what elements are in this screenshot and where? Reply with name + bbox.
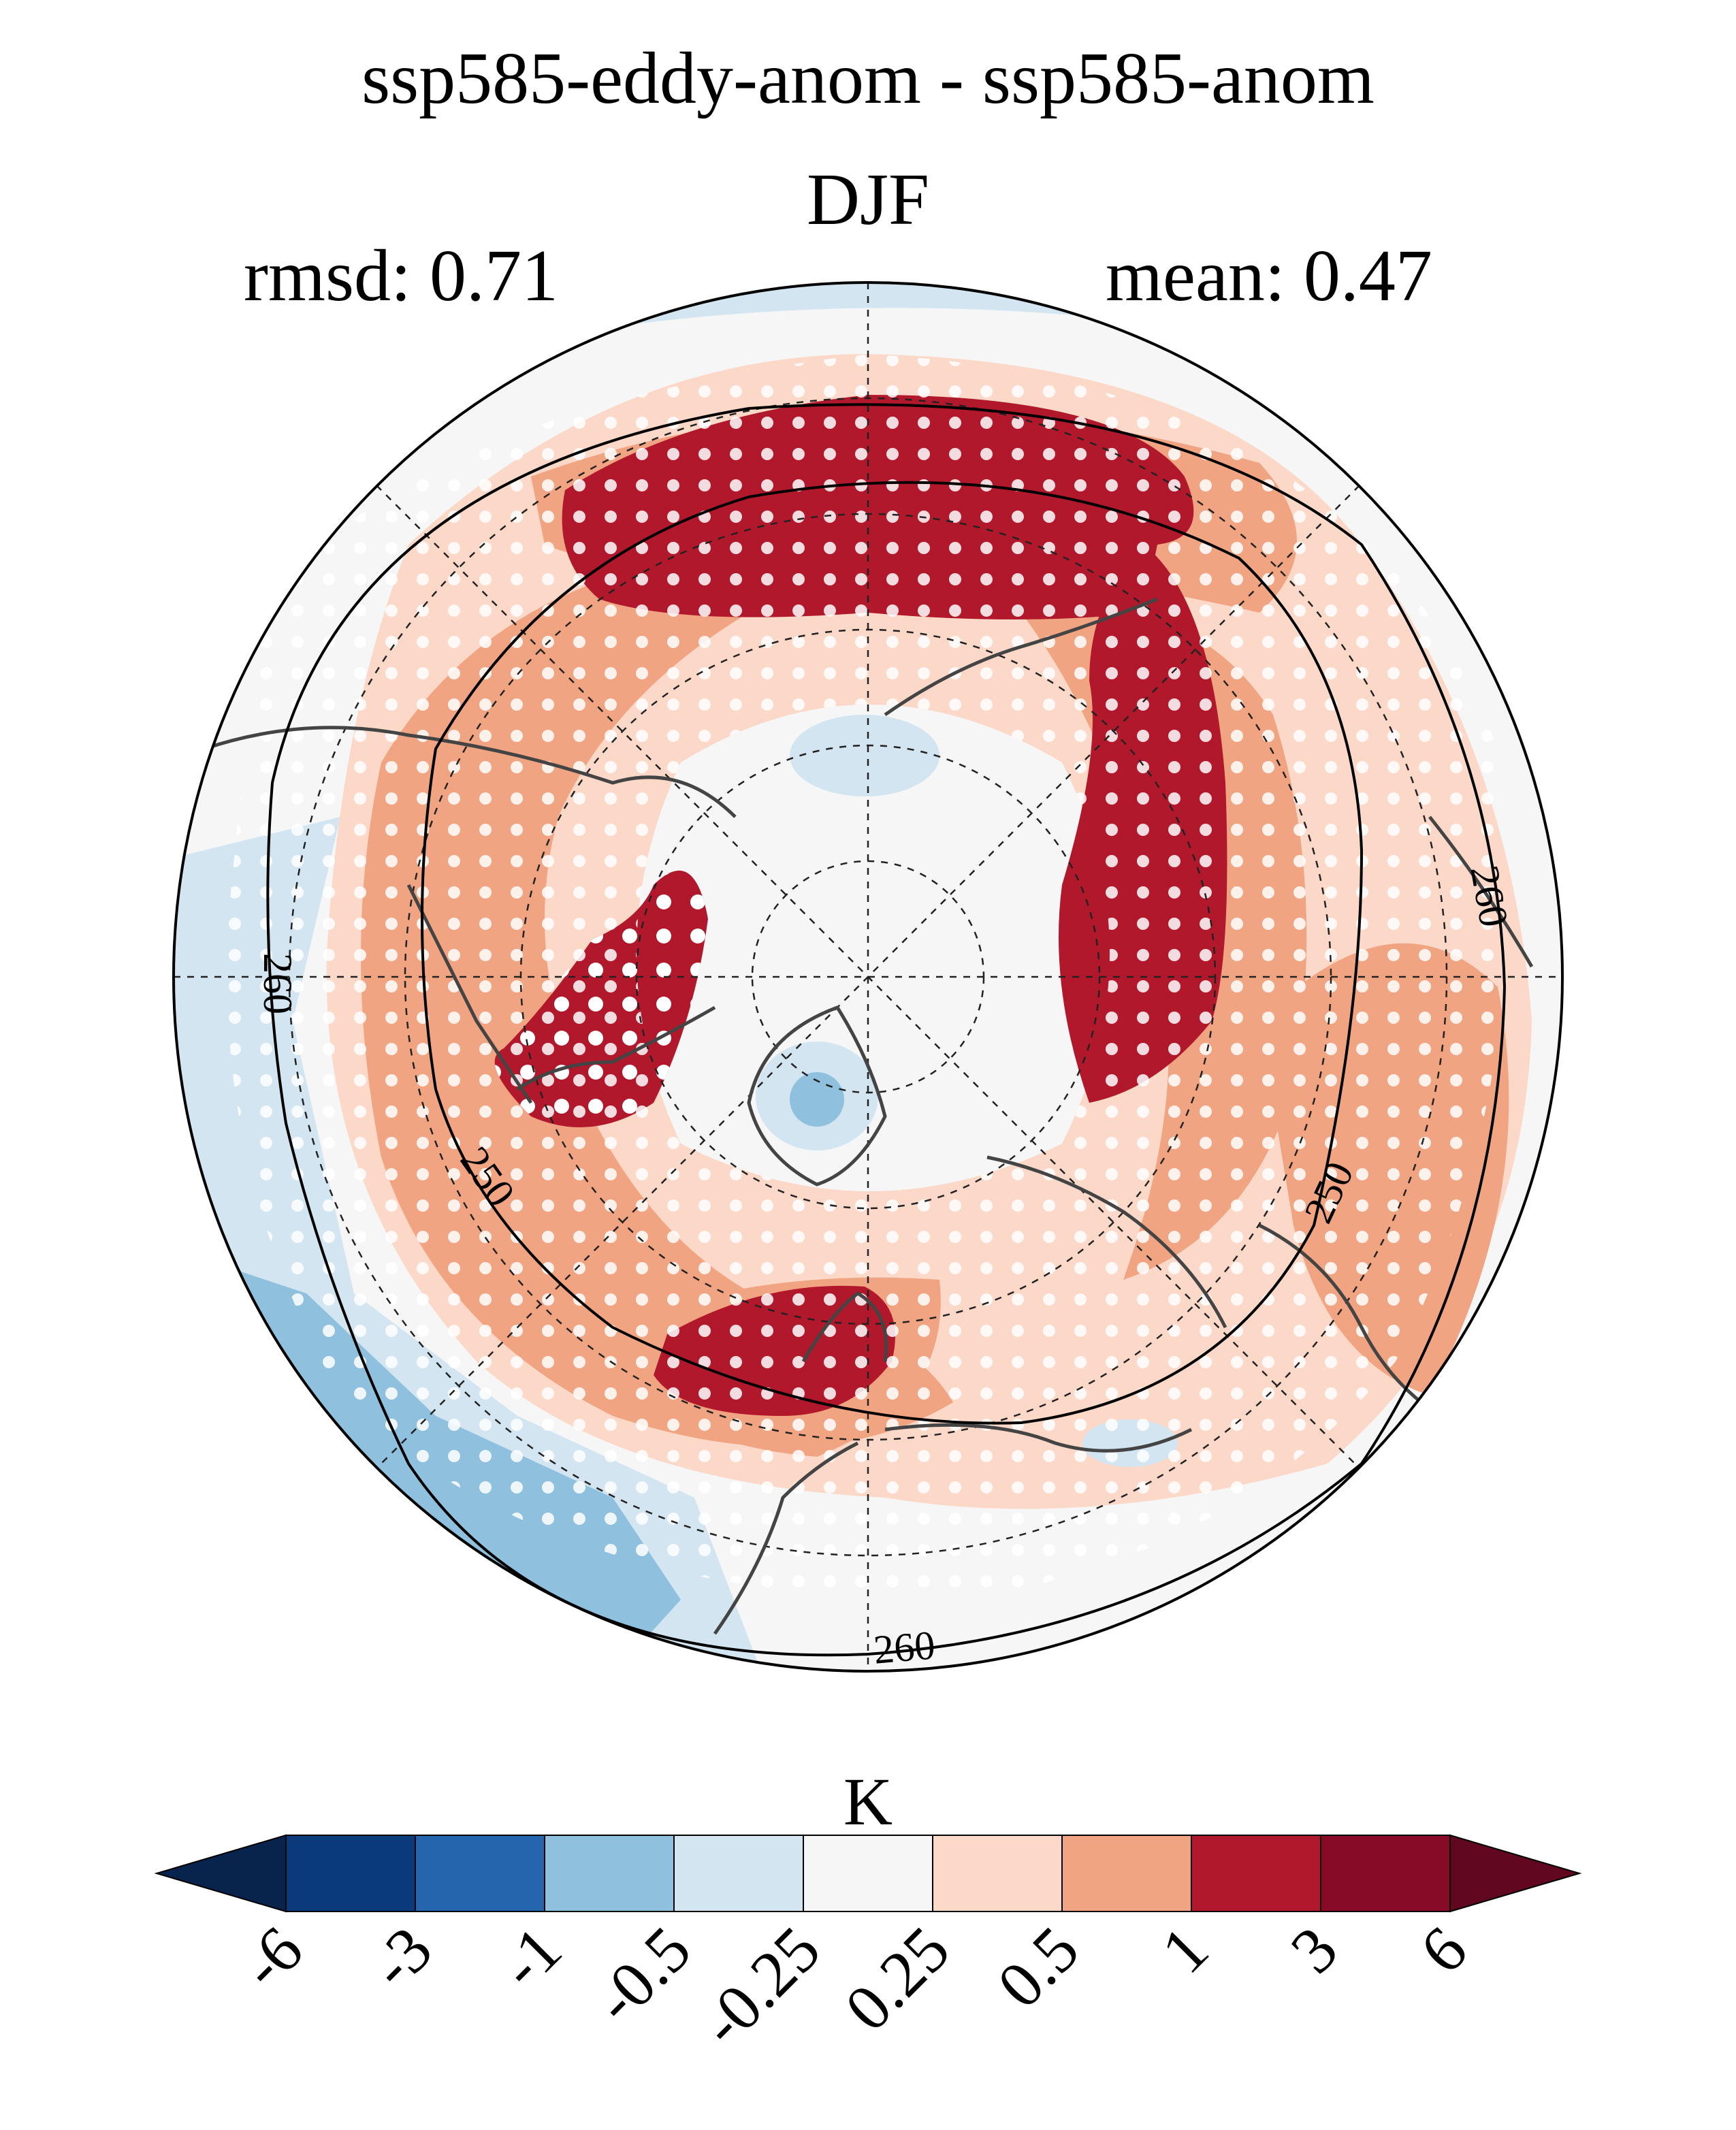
figure-title: ssp585-eddy-anom - ssp585-anom: [361, 38, 1375, 119]
colorbar-tick-label: 0.25: [831, 1912, 963, 2044]
rmsd-label: rmsd: 0.71: [244, 236, 559, 317]
colorbar-segment: [1191, 1835, 1321, 1912]
contour-label-260-east: 260: [1462, 862, 1517, 930]
colorbar-unit: K: [843, 1764, 893, 1839]
colorbar: K -6 -3 -1 -0.5-0.250.25 0.5 1 3 6: [154, 1764, 1582, 2060]
significance-stippling-strong: [494, 870, 708, 1127]
colorbar-tick-label: -0.25: [686, 1912, 834, 2060]
colorbar-extend-high: [1449, 1834, 1582, 1913]
colorbar-segment: [1061, 1835, 1192, 1912]
colorbar-tick-label: 3: [1276, 1912, 1351, 1987]
colorbar-tick-label: -0.5: [580, 1912, 705, 2037]
contour-label-260-west: 260: [255, 953, 300, 1014]
climatology-contours: [266, 403, 1507, 1657]
significance-stippling: [227, 354, 1507, 1600]
colorbar-segment: [803, 1835, 933, 1912]
colorbar-tick-label: -6: [227, 1912, 317, 2002]
colorbar-segment: [673, 1835, 804, 1912]
map-border: [172, 281, 1564, 1673]
colorbar-segment: [285, 1835, 416, 1912]
colorbar-tick-label: -3: [356, 1912, 446, 2002]
mean-label: mean: 0.47: [1106, 236, 1432, 317]
colorbar-segment: [415, 1835, 545, 1912]
colorbar-tick-label: 0.5: [983, 1912, 1093, 2022]
contour-label-260-south: 260: [872, 1622, 937, 1673]
field-neg-light-siberia: [790, 715, 939, 796]
colorbar-extend-low: [154, 1834, 287, 1913]
colorbar-segment: [932, 1835, 1063, 1912]
colorbar-segment: [1320, 1835, 1451, 1912]
graticule: [174, 283, 1562, 1671]
colorbar-segments: [154, 1834, 1582, 1913]
colorbar-segment: [544, 1835, 675, 1912]
map-disk: [174, 283, 1562, 1671]
colorbar-tick-label: -1: [485, 1912, 575, 2002]
colorbar-tick-labels: -6 -3 -1 -0.5-0.250.25 0.5 1 3 6: [227, 1912, 1481, 2060]
colorbar-tick-label: 6: [1406, 1912, 1481, 1987]
figure-subtitle: DJF: [806, 159, 930, 240]
colorbar-tick-label: 1: [1147, 1912, 1222, 1987]
